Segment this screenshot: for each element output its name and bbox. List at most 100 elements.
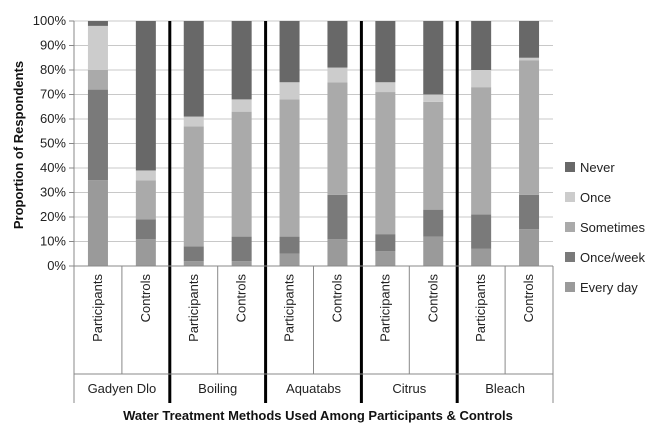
bar-segment-every-day (375, 251, 396, 266)
legend-item: Every day (565, 280, 638, 295)
bar-segment-never (135, 21, 156, 171)
group-label: Citrus (392, 381, 426, 396)
category-label: Controls (521, 274, 536, 323)
bar-segment-sometimes (375, 92, 396, 235)
legend-label: Never (580, 160, 615, 175)
bar-segment-once (423, 94, 444, 102)
bar-segment-once (375, 82, 396, 93)
bar-segment-never (183, 21, 204, 117)
bar-segment-once-week (87, 89, 108, 181)
legend-swatch (565, 162, 575, 172)
category-label: Participants (282, 274, 297, 342)
legend-swatch (565, 282, 575, 292)
bar-segment-once-week (471, 214, 492, 249)
category-label: Participants (377, 274, 392, 342)
legend-label: Sometimes (580, 220, 646, 235)
bar-segment-once (135, 170, 156, 181)
bar-segment-never (519, 21, 540, 58)
category-label: Participants (186, 274, 201, 342)
bar-segment-every-day (327, 239, 348, 266)
group-label: Bleach (485, 381, 525, 396)
bar-segment-sometimes (519, 60, 540, 195)
y-tick-label: 10% (40, 234, 66, 249)
y-tick-label: 20% (40, 209, 66, 224)
bar-segment-once-week (375, 234, 396, 252)
bar-segment-every-day (279, 253, 300, 266)
bar-segment-once-week (423, 209, 444, 237)
bar-segment-once (471, 70, 492, 88)
legend-label: Every day (580, 280, 638, 295)
bar-segment-once (87, 25, 108, 70)
legend-item: Once (565, 190, 611, 205)
bar-segment-every-day (519, 229, 540, 266)
bar-segment-every-day (423, 236, 444, 266)
bar-segment-sometimes (327, 82, 348, 195)
category-label: Controls (138, 274, 153, 323)
bar-segment-once-week (327, 194, 348, 240)
legend-swatch (565, 222, 575, 232)
bar-segment-once-week (135, 219, 156, 240)
bar-segment-every-day (183, 261, 204, 266)
group-separators (168, 21, 459, 403)
bar-segment-never (87, 21, 108, 26)
bar-segment-never (327, 21, 348, 68)
y-tick-label: 30% (40, 185, 66, 200)
bar-segment-once (519, 57, 540, 61)
y-tick-label: 50% (40, 136, 66, 151)
bar-segment-sometimes (87, 70, 108, 90)
legend-swatch (565, 192, 575, 202)
y-tick-label: 40% (40, 160, 66, 175)
y-tick-label: 0% (47, 258, 66, 273)
bar-segment-once (231, 99, 252, 112)
bar-segment-once (183, 116, 204, 127)
category-labels: Participants Controls Participants Controls… (90, 274, 536, 342)
legend-swatch (565, 252, 575, 262)
bars (87, 21, 540, 266)
legend-label: Once/week (580, 250, 646, 265)
y-tick-label: 90% (40, 38, 66, 53)
bar-segment-once (327, 67, 348, 83)
group-label: Gadyen Dlo (88, 381, 157, 396)
x-axis-label: Water Treatment Methods Used Among Parti… (123, 408, 513, 423)
bar-segment-every-day (231, 261, 252, 266)
group-label: Boiling (198, 381, 237, 396)
category-label: Participants (90, 274, 105, 342)
bar-segment-once-week (279, 236, 300, 254)
bar-segment-once-week (519, 194, 540, 230)
bar-segment-sometimes (183, 126, 204, 247)
bar-segment-every-day (471, 248, 492, 266)
category-label: Controls (234, 274, 249, 323)
group-labels: Gadyen Dlo Boiling Aquatabs Citrus Bleach (88, 381, 525, 396)
bar-segment-sometimes (423, 101, 444, 210)
category-label: Participants (473, 274, 488, 342)
y-tick-labels: 0% 10% 20% 30% 40% 50% 60% 70% 80% 90% 100% (33, 13, 67, 273)
y-tick-label: 80% (40, 62, 66, 77)
legend-item: Sometimes (565, 220, 646, 235)
legend: Never Once Sometimes Once/week Every day (565, 160, 646, 295)
category-label: Controls (329, 274, 344, 323)
y-tick-label: 60% (40, 111, 66, 126)
bar-segment-never (279, 21, 300, 83)
bar-segment-never (231, 21, 252, 100)
legend-item: Once/week (565, 250, 646, 265)
bar-segment-sometimes (231, 111, 252, 237)
group-label: Aquatabs (286, 381, 341, 396)
y-axis-label: Proportion of Respondents (11, 61, 26, 229)
y-tick-label: 70% (40, 87, 66, 102)
legend-label: Once (580, 190, 611, 205)
bar-segment-sometimes (471, 87, 492, 215)
bar-segment-every-day (135, 239, 156, 266)
bar-segment-sometimes (279, 99, 300, 237)
bar-segment-once-week (183, 246, 204, 262)
bar-segment-once-week (231, 236, 252, 262)
axes (73, 21, 554, 403)
bar-segment-sometimes (135, 180, 156, 220)
category-label: Controls (425, 274, 440, 323)
bar-segment-once (279, 82, 300, 100)
bar-segment-never (375, 21, 396, 83)
bar-segment-never (423, 21, 444, 95)
y-tick-label: 100% (33, 13, 67, 28)
bar-segment-every-day (87, 180, 108, 266)
bar-segment-never (471, 21, 492, 70)
